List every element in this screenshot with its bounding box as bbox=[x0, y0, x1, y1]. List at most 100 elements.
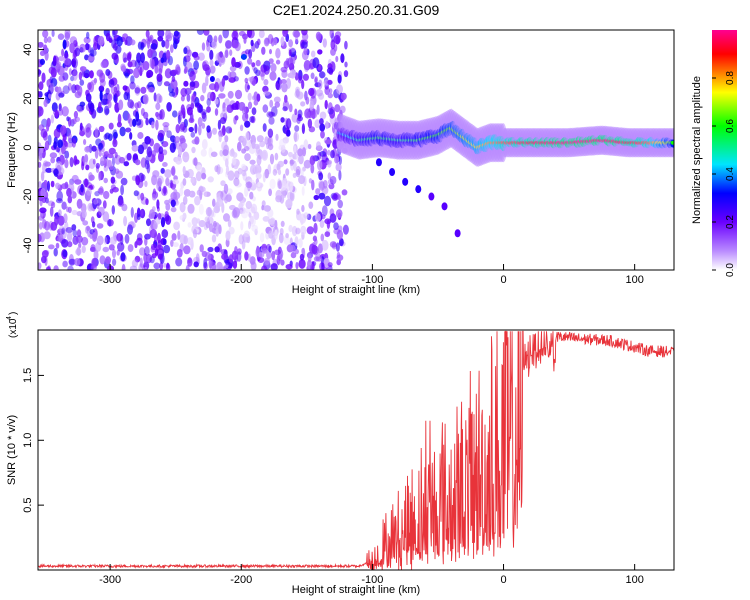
heatmap-noise-cell bbox=[239, 207, 244, 214]
heatmap-noise-cell bbox=[246, 30, 253, 38]
heatmap-noise-cell bbox=[245, 200, 252, 210]
heatmap-noise-cell bbox=[305, 96, 310, 105]
heatmap-noise-cell bbox=[329, 88, 333, 94]
heatmap-noise-cell bbox=[244, 66, 250, 75]
heatmap-noise-cell bbox=[184, 87, 192, 95]
heatmap-noise-cell bbox=[69, 157, 74, 168]
heatmap-noise-cell bbox=[266, 142, 270, 150]
heatmap-noise-cell bbox=[38, 81, 44, 91]
heatmap-noise-cell bbox=[64, 158, 69, 169]
heatmap-noise-cell bbox=[321, 154, 328, 163]
heatmap-noise-cell bbox=[183, 80, 189, 87]
heatmap-noise-cell bbox=[313, 194, 320, 201]
heatmap-noise-cell bbox=[116, 83, 120, 93]
heatmap-noise-cell bbox=[263, 65, 270, 75]
heatmap-noise-cell bbox=[288, 49, 292, 57]
heatmap-noise-cell bbox=[334, 156, 340, 164]
heatmap-noise-cell bbox=[234, 61, 241, 68]
heatmap-noise-cell bbox=[229, 49, 233, 56]
heatmap-noise-cell bbox=[108, 147, 116, 155]
heatmap-noise-cell bbox=[301, 30, 308, 36]
snr-multiplier-exp: 4 bbox=[6, 316, 13, 320]
heatmap-noise-cell bbox=[40, 187, 46, 198]
heatmap-noise-cell bbox=[67, 82, 72, 91]
heatmap-noise-cell bbox=[158, 151, 164, 162]
heatmap-noise-cell bbox=[205, 67, 211, 76]
heatmap-noise-cell bbox=[143, 111, 149, 120]
heatmap-noise-cell bbox=[182, 195, 188, 205]
heatmap-noise-cell bbox=[291, 225, 298, 237]
heatmap-noise-cell bbox=[243, 145, 250, 152]
heatmap-noise-cell bbox=[291, 113, 299, 123]
y-tick-label: -20 bbox=[22, 189, 34, 205]
heatmap-noise-cell bbox=[140, 52, 146, 63]
heatmap-noise-cell bbox=[158, 146, 164, 155]
x-tick-label: 0 bbox=[500, 274, 506, 286]
heatmap-noise-cell bbox=[310, 163, 315, 174]
heatmap-noise-cell bbox=[38, 150, 43, 162]
heatmap-noise-cell bbox=[186, 168, 194, 179]
heatmap-noise-cell bbox=[134, 212, 138, 223]
heatmap-noise-cell bbox=[274, 219, 278, 230]
heatmap-noise-cell bbox=[163, 81, 170, 87]
heatmap-noise-cell bbox=[81, 104, 85, 111]
heatmap-noise-cell bbox=[105, 256, 111, 265]
heatmap-noise-cell bbox=[85, 93, 92, 103]
heatmap-noise-cell bbox=[67, 132, 72, 142]
heatmap-noise-cell bbox=[308, 87, 315, 97]
heatmap-noise-cell bbox=[155, 102, 161, 111]
heatmap-noise-cell bbox=[81, 245, 86, 254]
heatmap-noise-cell bbox=[145, 155, 150, 165]
heatmap-noise-cell bbox=[98, 125, 105, 133]
heatmap-noise-cell bbox=[142, 94, 149, 105]
heatmap-noise-cell bbox=[298, 175, 306, 185]
heatmap-noise-cell bbox=[182, 178, 187, 186]
heatmap-noise-cell bbox=[315, 31, 322, 41]
heatmap-noise-cell bbox=[231, 57, 236, 68]
heatmap-noise-cell bbox=[177, 230, 181, 240]
heatmap-noise-cell bbox=[279, 79, 283, 85]
heatmap-noise-cell bbox=[319, 262, 325, 270]
heatmap-noise-cell bbox=[151, 193, 157, 201]
heatmap-noise-cell bbox=[329, 175, 337, 185]
heatmap-branch-cell bbox=[415, 185, 422, 194]
heatmap-noise-cell bbox=[49, 206, 54, 217]
heatmap-noise-cell bbox=[263, 205, 271, 212]
heatmap-noise-cell bbox=[274, 152, 279, 161]
heatmap-noise-cell bbox=[53, 247, 58, 257]
heatmap-noise-cell bbox=[126, 152, 132, 161]
heatmap-noise-cell bbox=[231, 157, 237, 166]
heatmap-noise-cell bbox=[328, 102, 333, 112]
heatmap-noise-cell bbox=[250, 39, 254, 47]
heatmap-noise-cell bbox=[47, 180, 50, 192]
heatmap-noise-cell bbox=[238, 101, 246, 111]
x-tick-label: -200 bbox=[230, 574, 252, 586]
heatmap-noise-cell bbox=[79, 66, 87, 72]
heatmap-noise-cell bbox=[104, 234, 111, 245]
heatmap-noise-cell bbox=[194, 195, 201, 206]
heatmap-noise-cell bbox=[136, 52, 142, 64]
heatmap-noise-cell bbox=[54, 215, 59, 227]
heatmap-noise-cell bbox=[299, 253, 305, 261]
heatmap-noise-cell bbox=[72, 69, 78, 81]
snr-line bbox=[38, 330, 674, 570]
heatmap-noise-cell bbox=[182, 166, 186, 175]
heatmap-noise-cell bbox=[280, 36, 285, 47]
heatmap-noise-cell bbox=[38, 90, 41, 98]
heatmap-noise-cell bbox=[193, 256, 200, 264]
heatmap-noise-cell bbox=[111, 156, 116, 167]
heatmap-noise-cell bbox=[108, 218, 112, 227]
heatmap-noise-cell bbox=[295, 262, 299, 270]
x-tick-label: 100 bbox=[625, 274, 643, 286]
heatmap-noise-cell bbox=[199, 244, 204, 253]
heatmap-noise-cell bbox=[240, 221, 244, 231]
heatmap-noise-cell bbox=[272, 168, 278, 176]
heatmap-noise-cell bbox=[73, 155, 78, 166]
heatmap-noise-cell bbox=[51, 30, 55, 37]
heatmap-noise-cell bbox=[321, 205, 328, 217]
heatmap-noise-cell bbox=[269, 71, 277, 81]
heatmap-noise-cell bbox=[285, 264, 293, 270]
heatmap-noise-cell bbox=[127, 113, 131, 124]
heatmap-noise-cell bbox=[151, 121, 155, 129]
heatmap-noise-cell bbox=[131, 144, 139, 152]
